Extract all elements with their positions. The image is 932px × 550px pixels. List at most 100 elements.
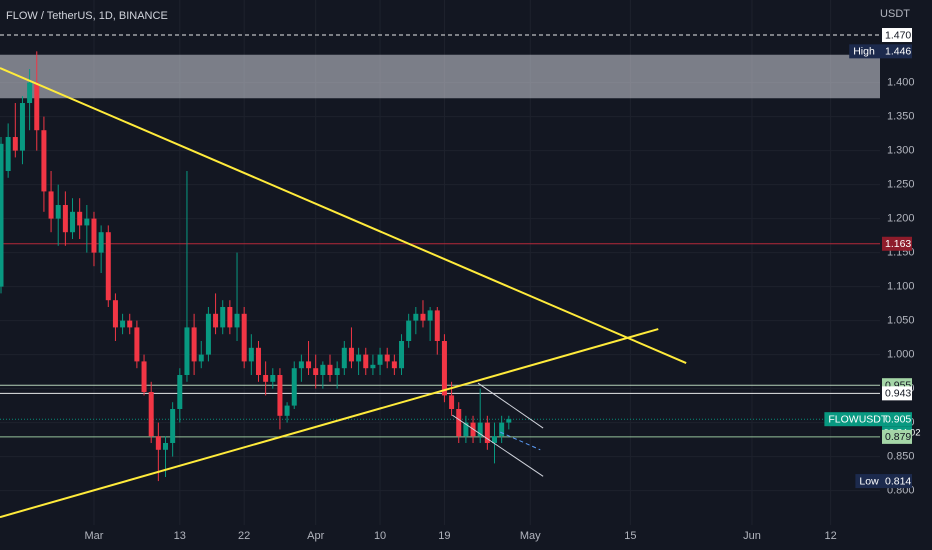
price-badge [882,386,912,401]
candle-body [499,422,505,437]
y-tick-label: 1.200 [887,213,915,225]
candle-body [191,327,197,362]
candle-body [184,327,190,375]
candle-body [291,368,297,406]
x-tick-label: 12 [825,530,837,542]
candle-body [198,354,204,362]
grid [0,0,880,525]
candle-body [363,354,369,369]
candle-body [406,320,412,342]
price-badge [882,412,912,427]
price-badge [882,28,912,43]
candle-body [19,103,25,151]
candle-body [112,300,118,328]
y-tick-label: 0.850 [887,451,915,463]
candle-body [134,327,140,362]
candle-body [477,422,483,437]
candle-body [334,368,340,375]
price-badge [882,474,912,489]
candle-body [413,313,419,321]
price-badge-label: 0.879 [885,431,911,443]
name-badge-label: High [853,46,875,58]
x-tick-label: Mar [85,530,104,542]
price-badge-label: 1.446 [885,46,911,58]
candle-body [98,232,104,253]
y-tick-label: 1.000 [887,349,915,361]
price-badge-label: 1.470 [885,29,911,41]
plot [0,34,880,519]
candle-body [298,361,304,369]
candle-body [27,82,33,104]
candle-body [284,405,290,416]
candle-body [255,347,261,375]
candle-body [449,395,455,409]
candle-body [77,211,83,226]
candle-body [306,361,312,369]
y-tick-label: 1.350 [887,111,915,123]
candle-body [248,347,254,362]
badges: 1.4701.446High1.1630.9550.9430.905FLOWUS… [824,28,920,489]
candle-body [105,232,111,301]
x-tick-label: 15 [624,530,636,542]
candle-body [456,408,462,437]
candle-body [163,442,169,450]
candle-body [277,375,283,416]
candle-body [491,436,497,443]
y-tick-label: 1.300 [887,145,915,157]
candle-body [5,137,11,172]
x-tick-label: 13 [174,530,186,542]
chart-title: FLOW / TetherUS, 1D, BINANCE [6,10,168,22]
y-tick-label: 1.250 [887,179,915,191]
candle-body [84,218,90,226]
candle-body [48,191,54,219]
candle-body [227,307,233,328]
candle-body [62,205,68,233]
candle-body [441,341,447,396]
candle-body [34,82,40,131]
trend-line [0,328,659,519]
candle-body [220,307,226,328]
y-tick-label: 1.400 [887,77,915,89]
price-badge-label: 1.163 [885,238,911,250]
price-badge-label: 0.905 [885,413,911,425]
axis-unit: USDT [880,8,910,20]
trend-line [477,382,544,429]
name-badge [824,412,882,427]
zone [0,54,880,99]
candle-body [12,137,18,151]
candle-body [484,422,490,443]
candle-body [356,354,362,362]
candle-body [313,368,319,375]
candle-body [463,422,469,437]
name-badge-label: FLOWUSDT [828,413,888,425]
x-tick-label: 19 [438,530,450,542]
trend-line [500,431,541,451]
name-badge [855,474,882,489]
price-badge-label: 0.814 [885,475,911,487]
candle-body [370,364,376,369]
y-tick-label: 1.150 [887,247,915,259]
y-tick-label: 1.050 [887,315,915,327]
candle-body [399,341,405,369]
candle-body [155,436,161,450]
candle-body [391,361,397,369]
candle-body [377,354,383,365]
x-tick-label: May [520,530,541,542]
candle-body [341,347,347,369]
trend-line [452,414,544,477]
candle-body [263,375,269,382]
candle-body [270,375,276,382]
candle-body [506,419,512,423]
candle-body [434,310,440,342]
candle-body [120,320,126,328]
candle-body [427,310,433,321]
candle-body [141,361,147,392]
candle-body [384,354,390,362]
candle-body [348,347,354,362]
name-badge [849,44,882,59]
x-tick-label: Jun [743,530,761,542]
candle-body [234,313,240,328]
candle-body [148,391,154,437]
